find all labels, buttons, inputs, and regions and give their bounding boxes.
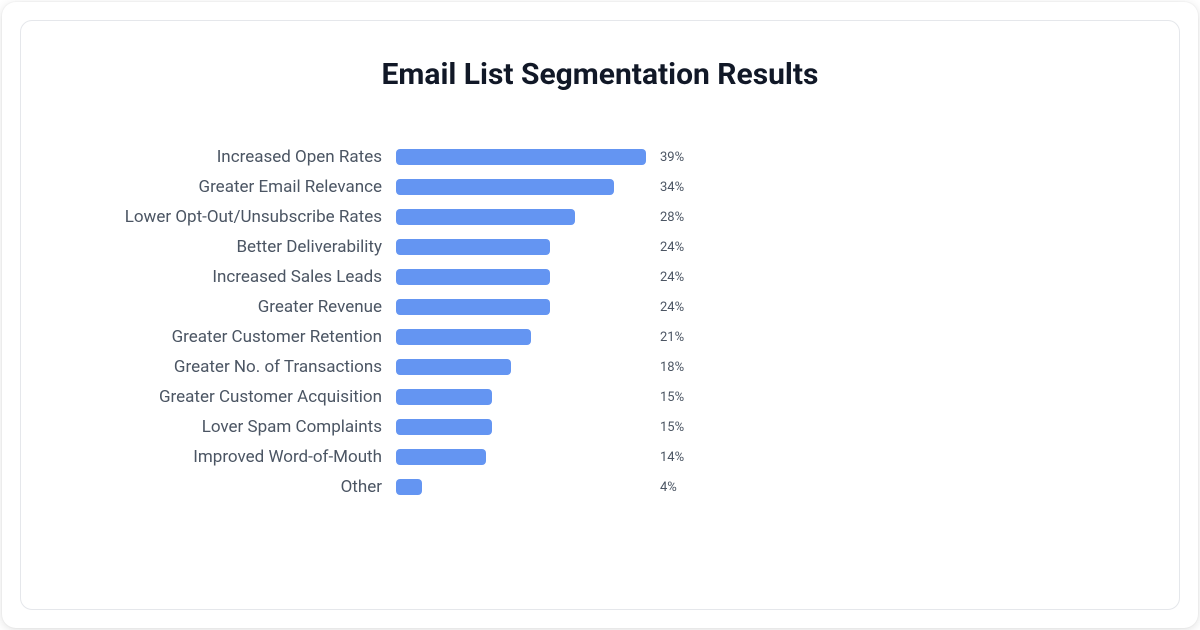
bar-value: 39% <box>646 150 696 165</box>
bar-track <box>396 232 646 262</box>
bar <box>396 389 492 405</box>
bar-track <box>396 352 646 382</box>
chart-row: Greater Email Relevance 34% <box>61 172 1139 202</box>
bar-track <box>396 412 646 442</box>
bar <box>396 359 511 375</box>
chart-row: Greater Customer Retention 21% <box>61 322 1139 352</box>
bar-label: Greater Revenue <box>61 297 396 317</box>
bar <box>396 209 575 225</box>
chart-row: Greater Customer Acquisition 15% <box>61 382 1139 412</box>
chart-row: Lover Spam Complaints 15% <box>61 412 1139 442</box>
bar-value: 21% <box>646 330 696 345</box>
bar-value: 15% <box>646 390 696 405</box>
bar-value: 15% <box>646 420 696 435</box>
bar <box>396 239 550 255</box>
chart-row: Other 4% <box>61 472 1139 502</box>
bar-label: Increased Open Rates <box>61 147 396 167</box>
bar-track <box>396 292 646 322</box>
bar <box>396 329 531 345</box>
bar-value: 28% <box>646 210 696 225</box>
bar-track <box>396 442 646 472</box>
bar-value: 4% <box>646 480 696 495</box>
chart-row: Greater No. of Transactions 18% <box>61 352 1139 382</box>
bar-track <box>396 382 646 412</box>
chart-row: Better Deliverability 24% <box>61 232 1139 262</box>
chart-row: Increased Open Rates 39% <box>61 142 1139 172</box>
chart-row: Greater Revenue 24% <box>61 292 1139 322</box>
outer-card: Email List Segmentation Results Increase… <box>2 2 1198 628</box>
bar-label: Better Deliverability <box>61 237 396 257</box>
bar-track <box>396 322 646 352</box>
bar-value: 34% <box>646 180 696 195</box>
bar-value: 24% <box>646 300 696 315</box>
bar-value: 24% <box>646 240 696 255</box>
bar-label: Greater Customer Acquisition <box>61 387 396 407</box>
bar <box>396 479 422 495</box>
bar-value: 18% <box>646 360 696 375</box>
bar <box>396 449 486 465</box>
bar-label: Greater Customer Retention <box>61 327 396 347</box>
bar-value: 14% <box>646 450 696 465</box>
bar-label: Increased Sales Leads <box>61 267 396 287</box>
chart-row: Increased Sales Leads 24% <box>61 262 1139 292</box>
bar <box>396 269 550 285</box>
bar-track <box>396 202 646 232</box>
bar <box>396 149 646 165</box>
bar-label: Greater No. of Transactions <box>61 357 396 377</box>
chart-title: Email List Segmentation Results <box>61 57 1139 92</box>
chart-row: Lower Opt-Out/Unsubscribe Rates 28% <box>61 202 1139 232</box>
bar-chart: Increased Open Rates 39% Greater Email Rel… <box>61 142 1139 502</box>
bar-track <box>396 172 646 202</box>
bar-track <box>396 472 646 502</box>
bar-track <box>396 142 646 172</box>
chart-row: Improved Word-of-Mouth 14% <box>61 442 1139 472</box>
bar-label: Other <box>61 477 396 497</box>
bar-label: Improved Word-of-Mouth <box>61 447 396 467</box>
bar-track <box>396 262 646 292</box>
bar <box>396 299 550 315</box>
bar-label: Lower Opt-Out/Unsubscribe Rates <box>61 207 396 227</box>
bar-label: Greater Email Relevance <box>61 177 396 197</box>
bar <box>396 419 492 435</box>
bar <box>396 179 614 195</box>
bar-label: Lover Spam Complaints <box>61 417 396 437</box>
bar-value: 24% <box>646 270 696 285</box>
chart-card: Email List Segmentation Results Increase… <box>20 20 1180 610</box>
